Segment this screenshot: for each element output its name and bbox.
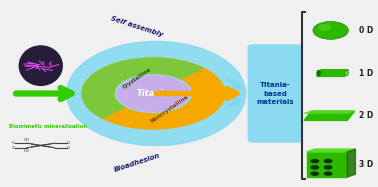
Polygon shape: [304, 111, 355, 120]
Circle shape: [324, 165, 333, 170]
Text: 3 D: 3 D: [359, 160, 374, 168]
Text: HO: HO: [24, 149, 30, 153]
Text: Self assembly: Self assembly: [110, 15, 164, 38]
Text: 2 D: 2 D: [359, 111, 374, 120]
Polygon shape: [307, 149, 355, 152]
Circle shape: [313, 22, 349, 39]
FancyBboxPatch shape: [248, 44, 303, 143]
Circle shape: [318, 24, 332, 31]
Ellipse shape: [344, 70, 349, 76]
Text: Noncrystalline: Noncrystalline: [149, 94, 189, 124]
Polygon shape: [67, 42, 246, 94]
Text: Bioadhesion: Bioadhesion: [113, 152, 161, 172]
Circle shape: [310, 165, 319, 170]
Ellipse shape: [317, 70, 321, 76]
Text: O: O: [11, 141, 15, 145]
Text: O: O: [67, 146, 70, 150]
Text: Crystalline: Crystalline: [122, 67, 153, 90]
Text: O: O: [67, 141, 70, 145]
Text: OH: OH: [24, 138, 30, 142]
Circle shape: [116, 75, 191, 112]
Text: Biomimetic mineralization: Biomimetic mineralization: [9, 124, 87, 129]
Wedge shape: [81, 57, 225, 130]
Text: 1 D: 1 D: [359, 69, 374, 78]
Circle shape: [324, 171, 333, 176]
Text: Titania: Titania: [137, 89, 170, 98]
Circle shape: [324, 159, 333, 163]
Circle shape: [310, 171, 319, 176]
Text: Titania-
based
materials: Titania- based materials: [256, 82, 294, 105]
Text: 0 D: 0 D: [359, 26, 374, 35]
Polygon shape: [304, 111, 355, 113]
Circle shape: [310, 159, 319, 163]
Wedge shape: [81, 57, 204, 119]
Polygon shape: [67, 94, 246, 145]
Polygon shape: [347, 149, 355, 177]
Text: O: O: [11, 146, 15, 150]
Ellipse shape: [19, 45, 63, 86]
Polygon shape: [317, 70, 348, 76]
Polygon shape: [307, 152, 347, 177]
